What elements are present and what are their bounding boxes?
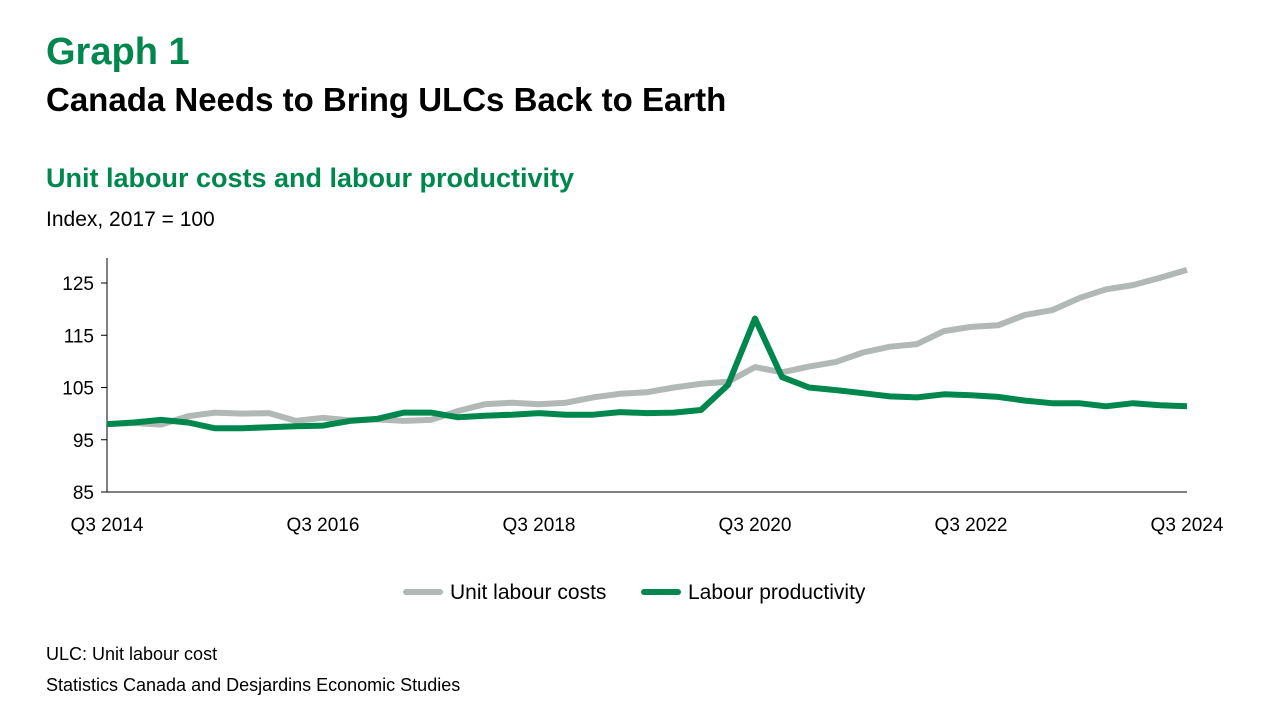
chart-lines bbox=[106, 267, 1188, 432]
series-line-unit-labour-costs bbox=[106, 267, 1188, 428]
x-tick-label: Q3 2014 bbox=[71, 515, 144, 536]
x-tick-label: Q3 2022 bbox=[935, 515, 1008, 536]
legend-label-labour-productivity: Labour productivity bbox=[688, 581, 866, 604]
chart-axes bbox=[106, 258, 1187, 493]
chart-legend: Unit labour costs Labour productivity bbox=[403, 581, 866, 604]
y-tick-label: 85 bbox=[73, 483, 94, 504]
x-tick-label: Q3 2016 bbox=[287, 515, 360, 536]
footnote: ULC: Unit labour cost bbox=[46, 644, 218, 664]
y-tick-label: 115 bbox=[64, 326, 94, 347]
y-tick-label: 95 bbox=[73, 431, 94, 452]
page-title: Canada Needs to Bring ULCs Back to Earth bbox=[46, 81, 727, 118]
y-tick-label: 105 bbox=[62, 379, 94, 400]
x-tick-label: Q3 2018 bbox=[503, 515, 576, 536]
x-tick-label: Q3 2024 bbox=[1151, 515, 1224, 536]
chart-title: Unit labour costs and labour productivit… bbox=[46, 163, 575, 193]
y-axis-unit-label: Index, 2017 = 100 bbox=[46, 208, 215, 231]
chart-ticks: 85 95 105 115 125 Q3 2014 Q3 2016 Q3 2018 Q3 202… bbox=[62, 274, 1224, 536]
y-tick-label: 125 bbox=[62, 274, 94, 295]
series-line-labour-productivity bbox=[106, 315, 1188, 432]
x-tick-label: Q3 2020 bbox=[719, 515, 792, 536]
legend-label-unit-labour-costs: Unit labour costs bbox=[450, 581, 606, 604]
graph-number: Graph 1 bbox=[46, 31, 190, 73]
source-note: Statistics Canada and Desjardins Economi… bbox=[46, 675, 461, 695]
